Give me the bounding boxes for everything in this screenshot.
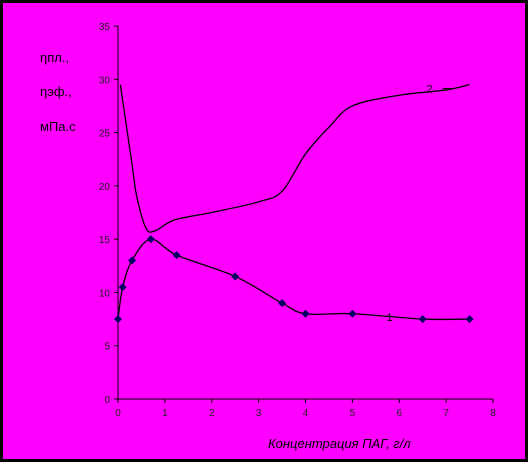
y-tick-label: 20 (99, 182, 111, 193)
data-point (348, 309, 357, 318)
x-tick-label: 2 (209, 408, 215, 419)
x-tick-label: 1 (162, 408, 168, 419)
y-axis-label: ηэф., (40, 84, 72, 99)
x-tick-label: 6 (396, 408, 402, 419)
x-tick-label: 7 (443, 408, 449, 419)
y-tick-label: 10 (99, 288, 111, 299)
series-label: 2 (427, 84, 433, 96)
series-label: 1 (387, 312, 393, 324)
data-point (301, 309, 310, 318)
data-point (278, 299, 287, 308)
data-point (465, 315, 474, 324)
data-point (231, 272, 240, 281)
data-point (146, 235, 155, 244)
series-line (119, 83, 470, 233)
y-tick-label: 15 (99, 235, 111, 246)
chart: ηпл., ηэф., мПа.с Концентрация ПАГ, г/л … (40, 22, 496, 451)
y-tick-label: 25 (99, 129, 111, 140)
x-axis-label: Концентрация ПАГ, г/л (268, 436, 411, 451)
y-axis-label: ηпл., (40, 50, 69, 65)
y-axis-label: мПа.с (40, 119, 76, 134)
y-tick-label: 5 (104, 342, 110, 353)
x-tick-label: 3 (256, 408, 262, 419)
y-tick-label: 35 (99, 22, 111, 33)
x-tick-label: 5 (350, 408, 356, 419)
y-tick-label: 0 (104, 395, 110, 406)
data-point (114, 315, 122, 324)
x-tick-label: 4 (303, 408, 309, 419)
data-point (118, 283, 127, 292)
series-line (117, 238, 470, 321)
data-point (128, 256, 137, 265)
data-point (172, 251, 181, 260)
x-tick-label: 0 (115, 408, 121, 419)
x-tick-label: 8 (490, 408, 496, 419)
y-tick-label: 30 (99, 75, 111, 86)
data-point (418, 315, 427, 324)
